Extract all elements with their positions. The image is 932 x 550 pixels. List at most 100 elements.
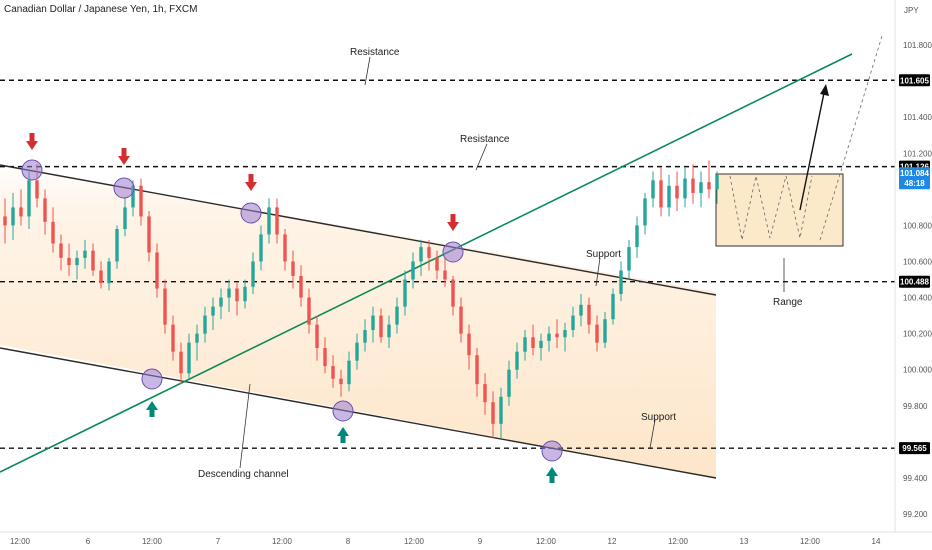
x-tick-13: 14 <box>872 537 881 546</box>
pivot-circle-2 <box>240 202 262 224</box>
candle-body-28 <box>227 288 231 298</box>
down-arrow-stem-3 <box>450 214 456 223</box>
candle-body-49 <box>395 306 399 325</box>
range-zigzag <box>729 175 813 241</box>
candle-body-58 <box>467 333 471 356</box>
annotation-resistance-mid: Resistance <box>460 134 510 145</box>
annotation-pointer-5 <box>239 383 251 469</box>
candle-body-66 <box>531 337 535 349</box>
candle-body-1 <box>11 207 15 226</box>
candle-body-50 <box>403 279 407 307</box>
projection-dashed <box>819 35 883 241</box>
chart-title: Canadian Dollar / Japanese Yen, 1h, FXCM <box>4 4 198 15</box>
candle-body-42 <box>339 378 343 385</box>
candle-body-4 <box>35 180 39 199</box>
candle-body-14 <box>115 229 119 262</box>
annotation-pointer-0 <box>364 56 371 86</box>
countdown-text: 48:18 <box>904 179 925 188</box>
candle-body-81 <box>651 180 655 199</box>
candle-body-33 <box>267 207 271 235</box>
candle-body-53 <box>427 247 431 258</box>
candle-body-12 <box>99 270 103 284</box>
level-tag-text-2: 100.488 <box>900 278 929 287</box>
candle-body-83 <box>667 185 671 208</box>
y-tick-10: 99.200 <box>903 510 928 519</box>
candle-body-77 <box>619 270 623 294</box>
annotation-descending-channel: Descending channel <box>198 469 289 480</box>
candle-body-20 <box>163 288 167 325</box>
candle-body-57 <box>459 306 463 334</box>
current-price-tag <box>899 167 930 190</box>
candle-body-46 <box>371 315 375 331</box>
pivot-circle-3 <box>141 368 163 390</box>
y-tick-8: 99.800 <box>903 402 928 411</box>
candle-body-26 <box>211 306 215 316</box>
candle-body-65 <box>523 337 527 352</box>
x-tick-9: 12 <box>608 537 617 546</box>
candle-body-52 <box>419 247 423 262</box>
candle-body-85 <box>683 178 687 199</box>
up-arrow-stem-0 <box>149 409 155 417</box>
candle-body-55 <box>443 270 447 280</box>
candle-body-24 <box>195 333 199 343</box>
descending-channel-fill <box>0 165 716 478</box>
pivot-circle-4 <box>332 400 354 422</box>
price-axis-bg <box>895 0 932 550</box>
candle-body-23 <box>187 342 191 374</box>
down-arrow-0 <box>26 141 38 150</box>
y-tick-0: 101.800 <box>903 41 932 50</box>
y-tick-1: 101.400 <box>903 113 932 122</box>
candle-body-74 <box>595 324 599 343</box>
candle-body-62 <box>499 396 503 424</box>
candle-body-9 <box>75 257 79 266</box>
annotation-range: Range <box>773 297 803 308</box>
candle-body-5 <box>43 198 47 222</box>
x-tick-8: 12:00 <box>536 537 557 546</box>
candle-body-39 <box>315 324 319 349</box>
level-tag-text-1: 101.126 <box>900 163 929 172</box>
candle-body-6 <box>51 221 55 244</box>
projection-arrow-line <box>799 87 826 211</box>
down-arrow-3 <box>447 222 459 231</box>
candle-body-80 <box>643 198 647 226</box>
candle-body-75 <box>603 319 607 343</box>
candle-body-30 <box>243 286 247 302</box>
down-arrow-2 <box>245 182 257 191</box>
candle-body-27 <box>219 297 223 307</box>
down-arrow-stem-1 <box>121 148 127 157</box>
candle-body-38 <box>307 297 311 325</box>
candle-body-31 <box>251 261 255 287</box>
candle-body-16 <box>131 185 135 208</box>
candle-body-84 <box>675 185 679 199</box>
candle-body-79 <box>635 225 639 248</box>
y-tick-6: 100.200 <box>903 330 932 339</box>
candle-body-64 <box>515 351 519 370</box>
candle-body-8 <box>67 257 71 266</box>
candle-body-19 <box>155 252 159 289</box>
candle-body-89 <box>715 174 719 190</box>
candle-body-86 <box>691 178 695 193</box>
candle-body-63 <box>507 369 511 397</box>
candle-body-18 <box>147 216 151 253</box>
candle-body-17 <box>139 185 143 217</box>
candle-body-70 <box>563 330 567 338</box>
ascending-trendline <box>0 53 853 473</box>
x-tick-11: 13 <box>740 537 749 546</box>
up-arrow-stem-1 <box>340 435 346 443</box>
up-arrow-1 <box>337 427 349 436</box>
candle-body-54 <box>435 257 439 271</box>
x-tick-2: 12:00 <box>142 537 163 546</box>
candle-body-35 <box>283 234 287 262</box>
candle-body-61 <box>491 402 495 424</box>
pivot-circle-5 <box>442 241 464 263</box>
candle-body-2 <box>19 207 23 217</box>
candle-body-47 <box>379 315 383 338</box>
candle-body-73 <box>587 304 591 325</box>
candle-body-69 <box>555 333 559 338</box>
candle-body-41 <box>331 366 335 379</box>
candle-body-22 <box>179 351 183 374</box>
candle-body-36 <box>291 261 295 276</box>
candle-body-15 <box>123 207 127 230</box>
x-tick-7: 9 <box>478 537 483 546</box>
